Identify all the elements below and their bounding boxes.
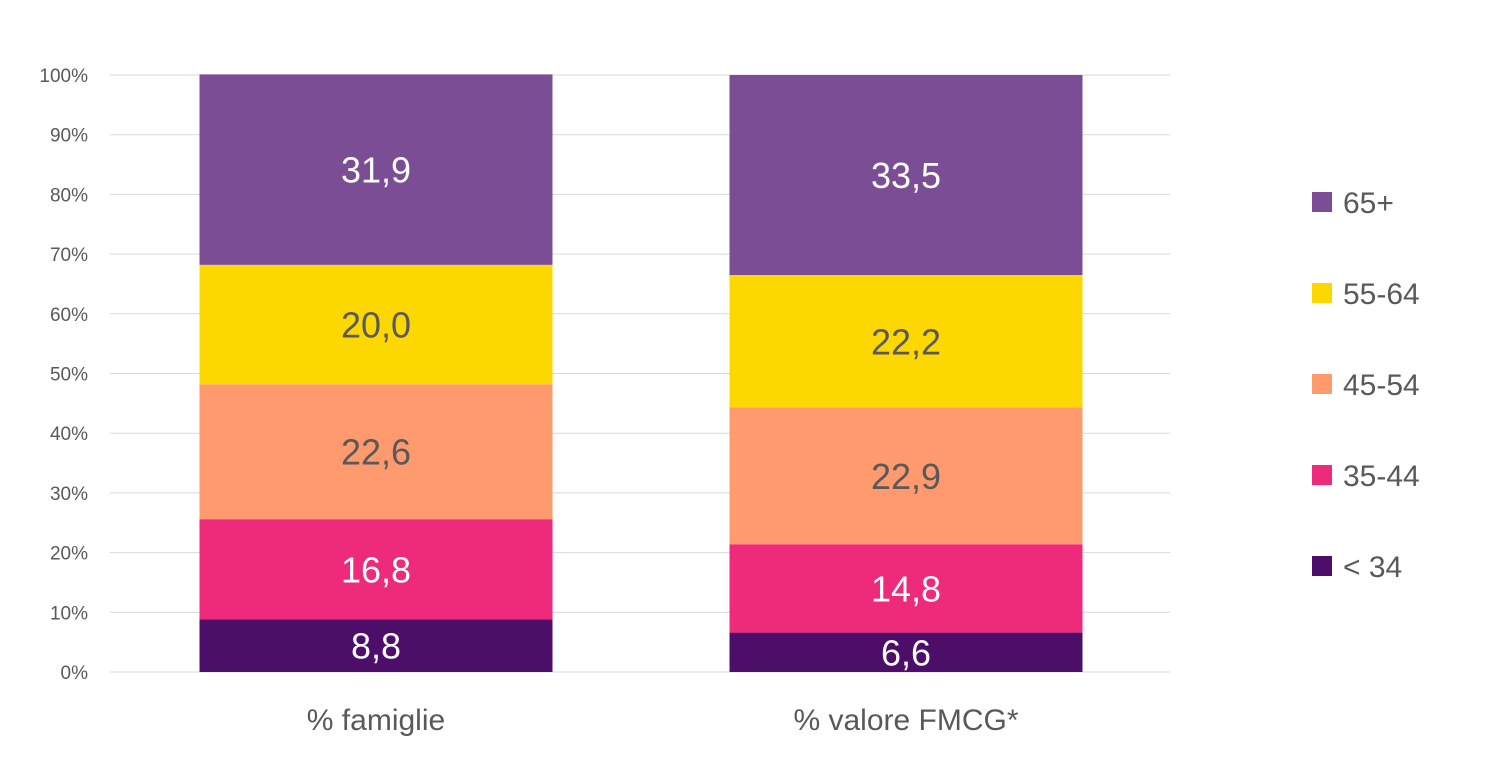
data-label: 22,2 [871, 321, 941, 362]
legend-swatch [1312, 283, 1332, 303]
data-label: 16,8 [341, 549, 411, 590]
y-tick-label: 20% [50, 544, 88, 565]
x-category-label: % valore FMCG* [793, 704, 1018, 737]
x-axis-categories: % famiglie % valore FMCG* [307, 704, 1019, 737]
bar-segment [199, 74, 553, 265]
legend-label: 35-44 [1343, 460, 1420, 493]
data-labels: 8,8 16,8 22,6 20,0 31,9 6,6 14,8 22,9 22,2 33,5 [341, 150, 941, 674]
bar-segment [729, 407, 1083, 545]
legend-swatch [1312, 465, 1332, 485]
legend-label: 55-64 [1343, 278, 1420, 311]
y-tick-label: 100% [39, 66, 88, 87]
bar-segment [729, 274, 1083, 408]
y-tick-label: 0% [61, 663, 89, 684]
y-tick-label: 60% [50, 305, 88, 326]
data-label: 33,5 [871, 155, 941, 196]
bar-segment [729, 544, 1083, 633]
bar-segment [729, 75, 1083, 275]
bar-segment [199, 264, 553, 385]
bars [199, 74, 1083, 672]
data-label: 20,0 [341, 305, 411, 346]
legend-label: < 34 [1343, 551, 1402, 584]
data-label: 22,6 [341, 432, 411, 473]
y-tick-label: 10% [50, 603, 88, 624]
y-tick-label: 30% [50, 484, 88, 505]
data-label: 22,9 [871, 456, 941, 497]
y-tick-label: 80% [50, 185, 88, 206]
legend: 65+ 55-64 45-54 35-44 < 34 [1312, 187, 1420, 584]
y-tick-label: 90% [50, 126, 88, 147]
legend-swatch [1312, 374, 1332, 394]
data-label: 8,8 [351, 626, 401, 667]
y-axis-ticks: 0% 10% 20% 30% 40% 50% 60% 70% 80% 90% 100% [39, 66, 88, 684]
data-label: 6,6 [881, 632, 931, 673]
y-tick-label: 40% [50, 424, 88, 445]
bar-segment [199, 519, 553, 620]
legend-swatch [1312, 556, 1332, 576]
bar-segment [729, 632, 1083, 672]
x-category-label: % famiglie [307, 704, 445, 737]
data-label: 14,8 [871, 568, 941, 609]
y-tick-label: 50% [50, 365, 88, 386]
y-tick-label: 70% [50, 245, 88, 266]
legend-swatch [1312, 192, 1332, 212]
legend-label: 65+ [1343, 187, 1394, 220]
bar-segment [199, 384, 553, 520]
bar-segment [199, 619, 553, 672]
legend-label: 45-54 [1343, 369, 1420, 402]
data-label: 31,9 [341, 150, 411, 191]
